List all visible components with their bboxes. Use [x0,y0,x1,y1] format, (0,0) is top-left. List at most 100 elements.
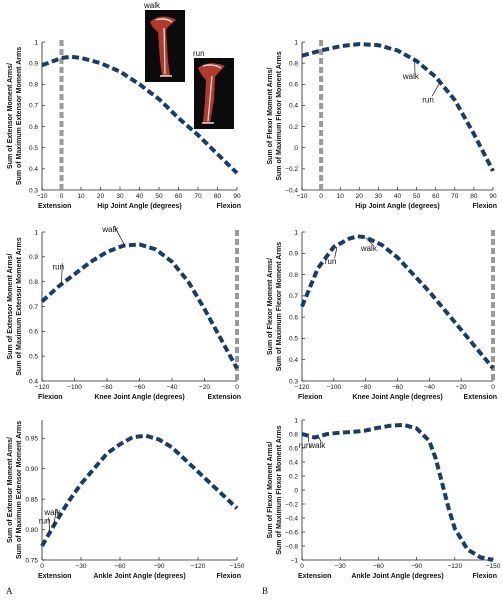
y-tick-label: −0.4 [285,187,298,194]
panel-hip-flexor: −0.4 −0.2 0 0.2 0.4 0.6 0.8 1 −10 0 10 20 30 40 50 60 70… [267,39,497,210]
y-tick-label: 1 [294,39,298,46]
y-tick-label: 0.9 [289,251,298,258]
x-tick-label: −60 [392,384,403,391]
x-tick-label: −60 [134,384,145,391]
annotation-run: run [39,516,51,525]
x-tick-label: −80 [101,384,112,391]
panel-knee-flexor: 0.3 0.4 0.5 0.6 0.7 0.8 0.9 1 −120 −100 −80 −60 −40 −… [267,229,497,401]
y-tick-label: 0.5 [289,336,298,343]
annotation-run: run [52,262,64,271]
x-axis-label: Hip Joint Angle (degrees) [97,203,182,210]
annotation-walk: walk [360,244,378,253]
x-tick-label: −10 [36,193,47,200]
x-axis-label: Knee Joint Angle (degrees) [94,394,184,401]
y-tick-label: 0.6 [29,124,38,131]
annotation-pointer [113,225,126,246]
y-tick-label: 1 [294,417,298,424]
x-tick-label: −40 [166,384,177,391]
y-tick-label: 0.3 [29,187,38,194]
annotation-walk: walk [402,72,420,81]
annotation-pointer [48,517,51,532]
x-axis-end-label-left: Flexion [38,394,63,401]
y-tick-label: 1 [34,229,38,236]
x-tick-label: 20 [356,193,364,200]
x-tick-label: −150 [486,563,501,570]
annotation-pointer [61,263,63,285]
y-tick-label: −0.2 [285,501,298,508]
x-axis-end-label-right: Flexion [472,203,497,210]
x-tick-label: 20 [97,193,105,200]
y-axis-label-line: Sum of Maximum Extensor Moment Arms [16,237,23,375]
x-tick-label: 0 [40,563,44,570]
series-line [40,242,239,370]
y-tick-label: 0.2 [289,473,298,480]
panel-ankle-extensor: 0.75 0.80 0.85 0.90 0.95 0 −30 −60 −90 −120 −150 Ex… [7,420,245,580]
y-tick-label: 1 [34,39,38,46]
annotation-pointer [431,83,440,97]
x-tick-label: 0 [491,384,495,391]
x-tick-label: 70 [194,193,202,200]
x-tick-label: 0 [60,193,64,200]
x-axis-end-label-left: Extension [38,203,71,210]
y-axis-label-line: Sum of Extensor Moment Arms/ [7,437,14,543]
x-tick-label: 50 [413,193,421,200]
x-tick-label: −100 [67,384,82,391]
x-axis-end-label-left: Flexion [298,394,323,401]
x-axis-end-label-right: Flexion [216,573,241,580]
x-tick-label: 30 [375,193,383,200]
x-tick-label: −30 [75,563,86,570]
x-tick-label: −40 [424,384,435,391]
annotation-run: run [422,95,434,104]
annotation-pointer [318,436,322,443]
x-tick-label: 60 [175,193,183,200]
y-axis-label-line: Sum of Flexor Moment Arms/ [267,441,274,538]
x-tick-label: 10 [337,193,345,200]
x-tick-label: 40 [136,193,144,200]
y-tick-label: 0.4 [289,103,298,110]
annotation-walk: walk [101,225,119,234]
x-tick-label: −30 [335,563,346,570]
inset-run-label: run [193,49,205,58]
inset-walk-image [145,10,185,82]
x-tick-label: −10 [296,193,307,200]
x-tick-label: 60 [432,193,440,200]
y-tick-label: 0.5 [29,353,38,360]
x-axis-end-label-right: Extension [464,394,497,401]
x-axis-label: Ankle Joint Angle (degrees) [93,573,185,580]
x-tick-label: −90 [153,563,164,570]
annotation-pointer [334,246,338,259]
series-line [300,234,495,370]
y-tick-label: 0.4 [29,378,38,385]
y-tick-label: 0.3 [289,378,298,385]
y-axis-label-line: Sum of Maximum Flexor Moment Arms [276,242,283,371]
annotation-walk: walk [308,441,326,450]
panel-knee-extensor: 0.4 0.5 0.6 0.7 0.8 0.9 1 −120 −100 −80 −60 −40 −20 0… [7,225,241,401]
x-tick-label: −20 [456,384,467,391]
y-tick-label: 0.7 [29,304,38,311]
y-tick-label: 0.6 [289,445,298,452]
x-axis-end-label-right: Flexion [216,203,241,210]
y-axis-label-line: Sum of Maximum Flexor Moment Arms [276,425,283,554]
y-tick-label: −1 [291,557,299,564]
x-axis-label: Knee Joint Angle (degrees) [352,394,442,401]
annotation-pointer [365,237,374,246]
inset-run-image [194,58,234,129]
x-tick-label: −150 [230,563,245,570]
y-axis-label-line: Sum of Maximum Flexor Moment Arms [276,51,283,180]
panel-ankle-flexor: −1 −0.8 −0.6 −0.4 −0.2 0 0.2 0.4 0.6 0.8 1 0 −30 −60 −… [267,417,501,580]
x-tick-label: −20 [199,384,210,391]
y-tick-label: 0.6 [289,82,298,89]
y-tick-label: 0.8 [289,272,298,279]
annotation-pointer [53,508,57,526]
y-tick-label: 0 [294,145,298,152]
series-line [301,42,495,172]
x-axis-end-label-left: Extension [38,573,71,580]
x-axis-end-label-right: Flexion [472,573,497,580]
x-tick-label: 80 [470,193,478,200]
y-tick-label: 0.9 [29,254,38,261]
panel-label-a: A [6,586,13,596]
x-tick-label: 80 [214,193,222,200]
x-axis-end-label-left: Extension [298,573,331,580]
y-tick-label: 0.95 [25,436,38,443]
